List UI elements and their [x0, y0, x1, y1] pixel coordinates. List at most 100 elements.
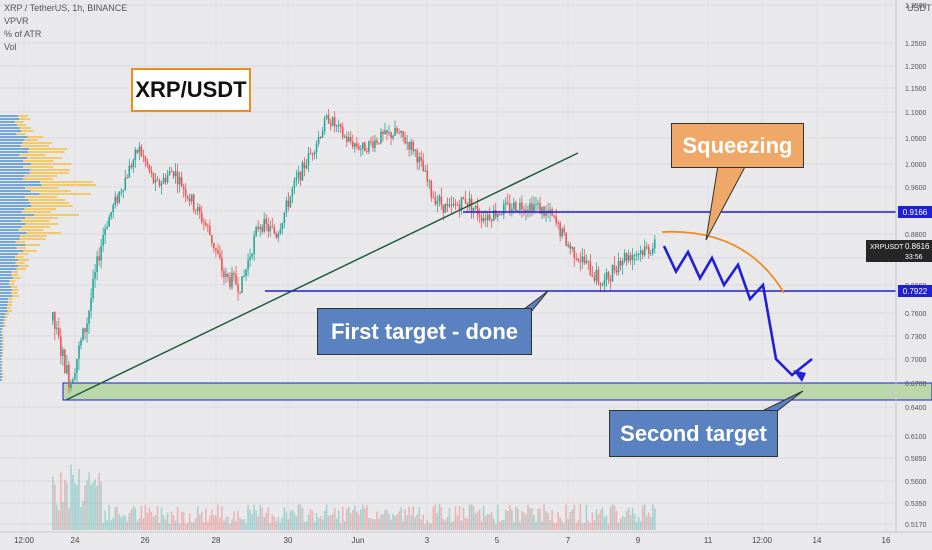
volume-bar [414, 517, 416, 530]
volume-profile-bar-up [0, 175, 25, 177]
volume-bar [273, 516, 276, 530]
candle-body [74, 372, 76, 380]
candle-body [370, 141, 372, 143]
candle-body [575, 257, 578, 260]
volume-bar [442, 519, 445, 530]
candle-body [90, 298, 92, 311]
candle-body [460, 197, 463, 211]
candle-body [589, 261, 592, 276]
volume-profile-bar-down [18, 259, 29, 261]
volume-bar [317, 518, 320, 530]
volume-bar [323, 510, 326, 530]
time-axis[interactable]: 12:00 24 26 28 30 Jun 3 5 7 9 11 12:00 14 16 [14, 536, 891, 545]
candle-body [259, 226, 261, 229]
time-tick-label: 7 [566, 536, 571, 545]
volume-bar [215, 515, 217, 530]
candle-body [190, 194, 193, 202]
volume-bar [424, 523, 427, 530]
volume-bar [611, 504, 614, 530]
ascending-trendline[interactable] [65, 152, 579, 401]
volume-profile-bar-down [30, 202, 70, 204]
candle-body [545, 210, 547, 216]
indicator-atr[interactable]: % of ATR [4, 29, 42, 39]
volume-profile-bar-down [27, 136, 44, 138]
candle-body [492, 210, 495, 221]
volume-bar [571, 509, 574, 530]
volume-bar [531, 508, 533, 530]
volume-bar [343, 521, 346, 530]
volume-bar [74, 483, 76, 530]
volume-bar [96, 485, 98, 530]
candle-body [56, 327, 58, 329]
volume-bar [384, 509, 386, 530]
volume-bar [305, 521, 308, 530]
candle-body [448, 204, 451, 206]
candle-body [289, 196, 292, 207]
volume-bar [436, 513, 439, 530]
candle-body [180, 176, 183, 187]
volume-profile-bar-down [22, 166, 53, 168]
candle-body [416, 149, 419, 163]
candle-body [114, 196, 117, 206]
candle-body [200, 212, 203, 223]
price-axis[interactable]: 1.3500 1.2500 1.2000 1.1500 1.1000 1.0500 1.00… [905, 3, 927, 529]
candle-body [649, 252, 652, 254]
candle-body [251, 253, 253, 257]
candle-body [509, 203, 511, 212]
volume-bar [213, 515, 215, 530]
volume-bar [114, 507, 117, 530]
volume-bar [110, 520, 112, 530]
volume-bar [478, 509, 481, 530]
volume-bar [84, 485, 86, 530]
indicator-vol[interactable]: Vol [4, 42, 17, 52]
volume-profile-bar-down [24, 208, 57, 210]
candle-body [64, 349, 66, 374]
volume-profile-bar-up [0, 274, 12, 276]
candle-body [384, 130, 386, 135]
candle-body [329, 123, 332, 126]
volume-bar [378, 518, 380, 530]
candle-body [235, 274, 237, 285]
candle-body [94, 272, 96, 279]
volume-bar [219, 517, 221, 530]
volume-bar [148, 507, 151, 530]
volume-bar [297, 504, 300, 530]
volume-bar [517, 508, 519, 530]
squeezing-callout: Squeezing [671, 123, 804, 168]
volume-bar [408, 506, 410, 530]
volume-bar [128, 513, 131, 530]
candle-body [500, 214, 503, 216]
candle-body [261, 226, 263, 232]
candle-body [366, 151, 368, 153]
volume-profile-bar-down [16, 247, 27, 249]
candle-body [444, 204, 447, 213]
candle-body [555, 216, 557, 223]
candle-body [420, 156, 423, 161]
volume-bar [92, 482, 94, 530]
candle-body [213, 243, 215, 249]
volume-profile-bar-down [1, 358, 3, 360]
volume-bar [257, 516, 259, 530]
volume-bar [511, 510, 513, 530]
candle-body [402, 131, 404, 138]
candle-body [599, 282, 602, 286]
volume-profile-bar-up [0, 187, 26, 189]
volume-bar [198, 514, 201, 530]
candle-body [84, 328, 86, 333]
volume-bar [458, 505, 461, 530]
candle-body [364, 142, 366, 152]
candle-body [70, 382, 72, 388]
candle-body [80, 340, 82, 346]
volume-bar [500, 520, 503, 530]
candle-body [277, 233, 280, 238]
squeeze-arc [661, 230, 785, 294]
volume-profile-bar-down [2, 337, 4, 339]
candle-body [513, 202, 515, 210]
indicator-vpvr[interactable]: VPVR [4, 16, 29, 26]
volume-bar [233, 511, 235, 530]
volume-profile-bar-down [27, 151, 65, 153]
volume-bar [351, 509, 354, 530]
volume-bar [56, 504, 58, 530]
volume-bar [271, 514, 274, 530]
